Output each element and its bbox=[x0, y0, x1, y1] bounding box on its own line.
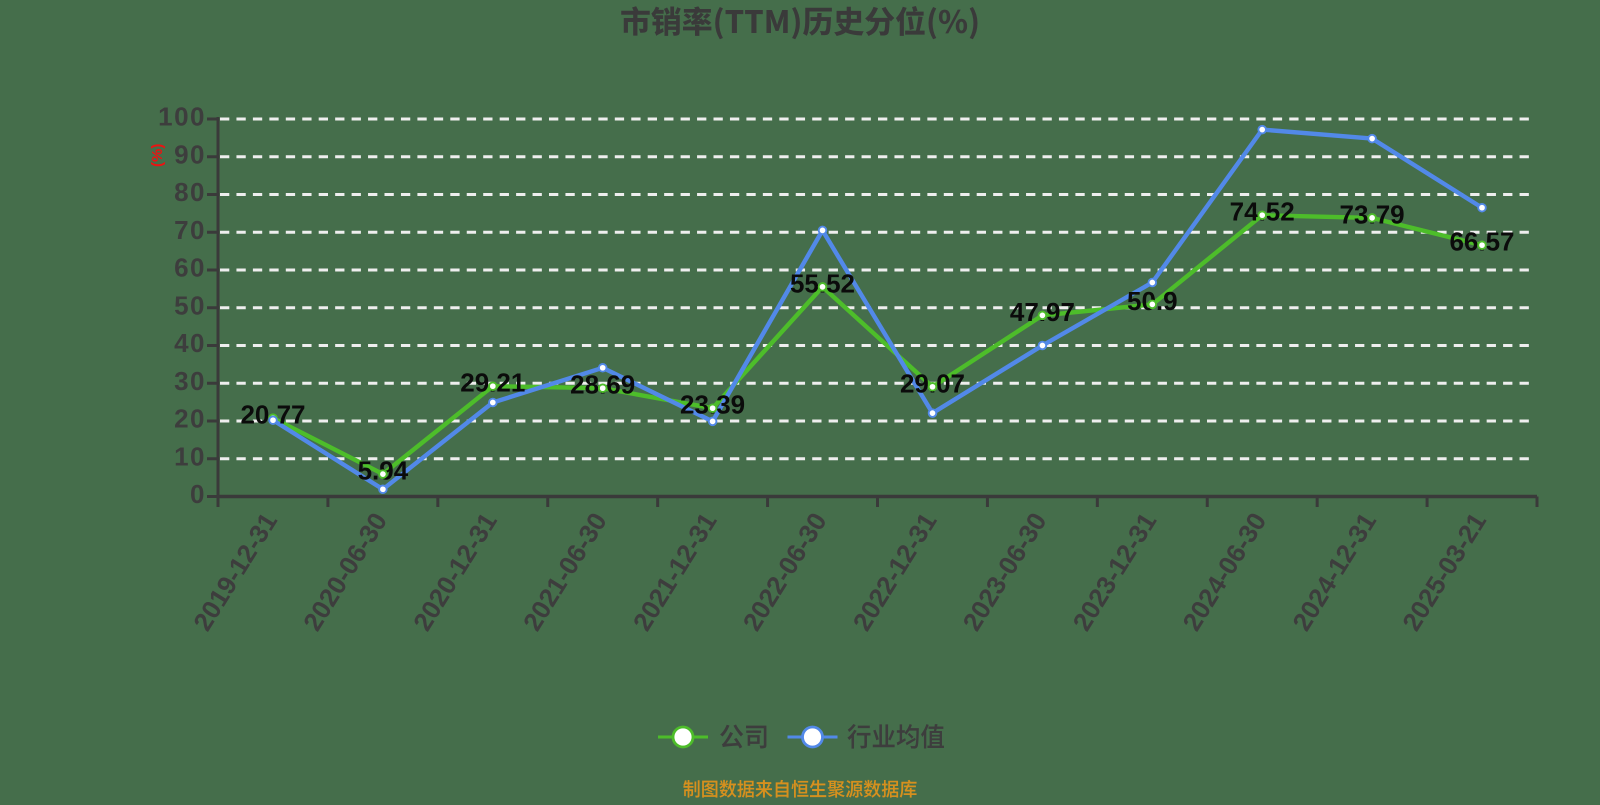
svg-text:30: 30 bbox=[174, 366, 206, 396]
svg-text:0: 0 bbox=[190, 479, 206, 509]
svg-text:40: 40 bbox=[174, 328, 206, 358]
svg-text:10: 10 bbox=[174, 441, 206, 471]
svg-text:70: 70 bbox=[174, 215, 206, 245]
svg-text:90: 90 bbox=[174, 139, 206, 169]
svg-text:20: 20 bbox=[174, 404, 206, 434]
svg-text:50: 50 bbox=[174, 290, 206, 320]
svg-text:(%): (%) bbox=[149, 144, 166, 167]
svg-text:100: 100 bbox=[158, 102, 206, 132]
svg-text:60: 60 bbox=[174, 253, 206, 283]
svg-text:80: 80 bbox=[174, 177, 206, 207]
